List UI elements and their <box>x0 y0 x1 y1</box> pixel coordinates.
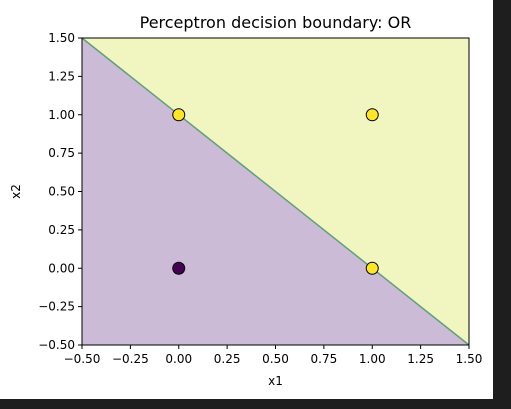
chart-title: Perceptron decision boundary: OR <box>140 13 412 32</box>
data-point-class-1 <box>365 108 379 122</box>
x-tick-label: 0.75 <box>311 352 338 366</box>
y-tick-label: 0.00 <box>48 261 75 275</box>
x-axis-label: x1 <box>268 374 283 388</box>
x-tick-label: 0.00 <box>165 352 192 366</box>
y-tick-label: −0.50 <box>38 338 75 352</box>
data-point-class-0 <box>172 261 186 275</box>
y-tick-label: 1.50 <box>48 31 75 45</box>
y-axis-label: x2 <box>9 184 23 199</box>
x-tick-label: 0.50 <box>262 352 289 366</box>
figure: −0.50 −0.25 0.00 0.25 0.50 0.75 1.00 1.25 1.50 −… <box>0 0 493 399</box>
decision-boundary-line <box>81 37 470 346</box>
x-tick-label: −0.50 <box>64 352 101 366</box>
x-tick-label: 1.50 <box>456 352 483 366</box>
data-point-class-1 <box>172 108 186 122</box>
y-tick-label: 1.00 <box>48 108 75 122</box>
x-tick-label: 1.25 <box>407 352 434 366</box>
x-tick-label: −0.25 <box>112 352 149 366</box>
data-point-class-1 <box>365 261 379 275</box>
chart: −0.50 −0.25 0.00 0.25 0.50 0.75 1.00 1.25 1.50 −… <box>9 13 483 388</box>
y-tick-label: 0.25 <box>48 223 75 237</box>
y-tick-label: 0.75 <box>48 146 75 160</box>
y-tick-label: 0.50 <box>48 185 75 199</box>
x-tick-label: 1.00 <box>359 352 386 366</box>
x-tick-label: 0.25 <box>214 352 241 366</box>
y-tick-label: −0.25 <box>38 300 75 314</box>
y-tick-label: 1.25 <box>48 69 75 83</box>
